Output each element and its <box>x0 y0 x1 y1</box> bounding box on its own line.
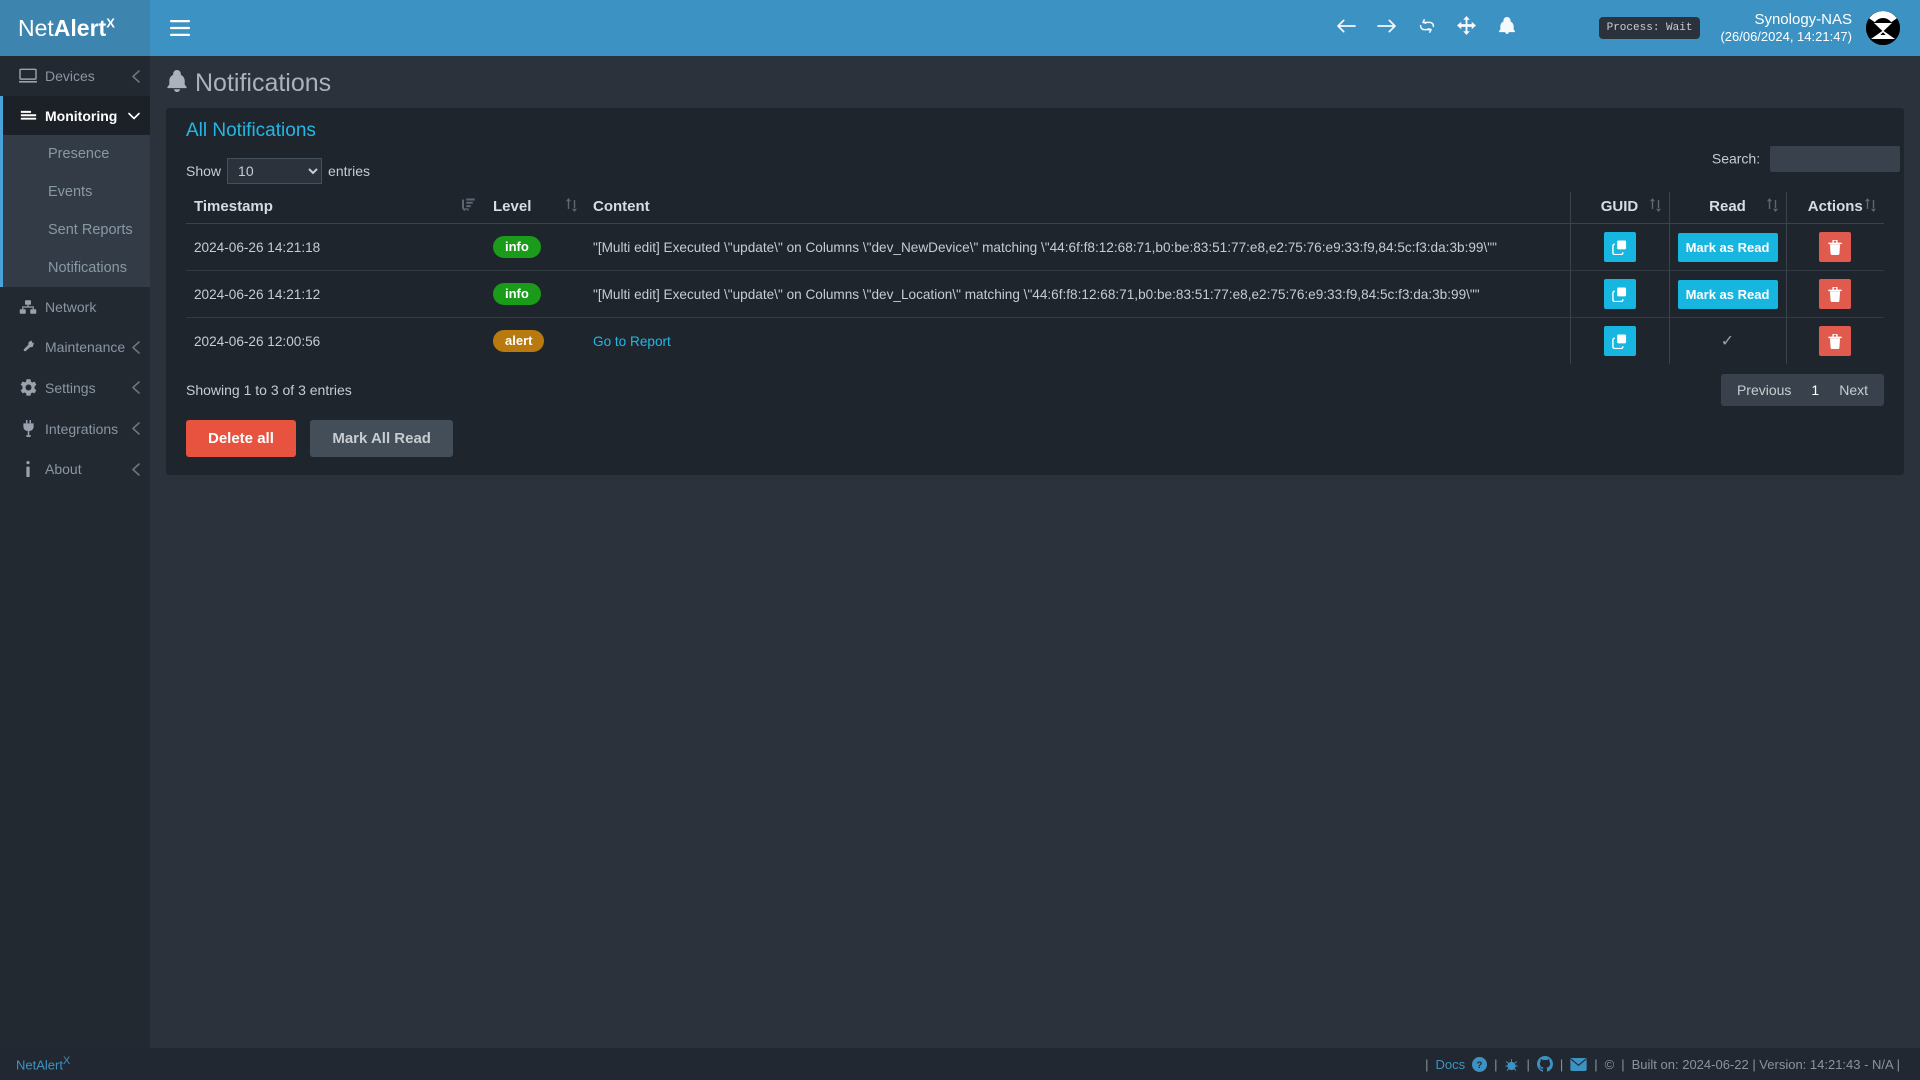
svg-text:?: ? <box>1477 1059 1483 1069</box>
